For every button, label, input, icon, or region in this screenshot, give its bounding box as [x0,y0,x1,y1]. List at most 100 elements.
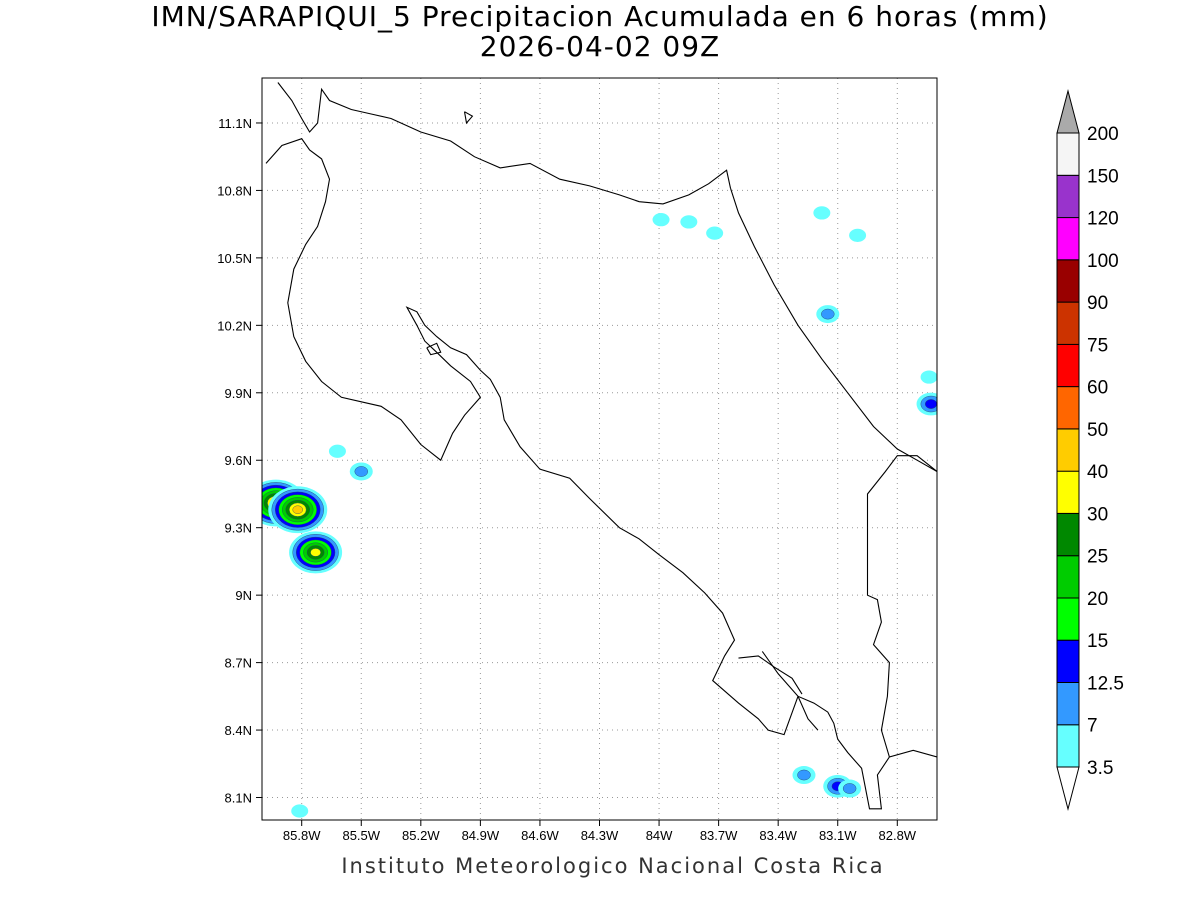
title-line-2: 2026-04-02 09Z [479,30,721,63]
colorbar-swatch [1056,132,1080,176]
precip-contour [354,466,368,477]
lat-tick-label: 8.7N [225,656,252,671]
precip-cell [349,462,373,481]
lat-tick-label: 10.2N [217,318,252,333]
footer-credit: Instituto Meteorologico Nacional Costa R… [341,854,885,878]
precip-cell [328,444,346,458]
lon-tick-label: 85.2W [402,828,440,843]
lon-tick-label: 83.7W [700,828,738,843]
coastline-coastline [277,82,732,205]
precip-contour [821,308,835,320]
precip-contour [706,226,724,240]
precip-cell [813,206,831,220]
colorbar-swatch [1056,386,1080,430]
precip-cell [291,804,309,818]
precip-cell [268,486,328,534]
precip-contour [310,548,321,557]
precip-cell [816,305,840,324]
colorbar-level-label: 40 [1087,462,1108,483]
coastline-border-panama [866,455,937,758]
precip-cell [916,392,937,416]
precip-contour [291,804,309,818]
colorbar-swatch [1056,470,1080,514]
lat-tick-label: 9.3N [225,521,252,536]
coastline-lake-nicaragua-island [463,111,474,125]
lat-tick-label: 10.8N [217,183,252,198]
colorbar-level-label: 60 [1087,378,1108,399]
colorbar-level-label: 75 [1087,335,1108,356]
lat-tick-label: 8.1N [225,791,252,806]
precip-contour [652,213,670,227]
lat-tick-label: 11.1N [218,116,252,131]
precip-contour [849,228,867,242]
lat-tick-label: 9.9N [225,386,252,401]
precip-contour [813,206,831,220]
longitude-ticks: 85.8W 85.5W 85.2W 84.9W 84.6W 84.3W 84W 83.7W 83… [283,820,917,843]
lon-tick-label: 84.6W [521,828,559,843]
colorbar-swatch [1056,259,1080,303]
precip-cell [289,531,343,574]
colorbar-swatch [1056,597,1080,641]
colorbar-over-arrow [1056,89,1080,134]
coastline-caribbean-coast [729,188,937,472]
precip-cell [792,766,816,785]
precip-cell [652,213,670,227]
colorbar-level-label: 12.5 [1087,673,1124,694]
colorbar: 3.5 7 12.5 15 20 25 30 40 50 60 75 90 100 120 150 200 [1056,89,1124,811]
coastlines [265,82,937,810]
latitude-ticks: 11.1N 10.8N 10.5N 10.2N 9.9N 9.6N 9.3N 9N 8.7N 8.… [217,116,262,806]
coastline-nicoya-gulf-coast [738,655,803,695]
lat-tick-label: 10.5N [217,251,252,266]
colorbar-swatch [1056,343,1080,388]
colorbar-swatch [1056,512,1080,557]
lon-tick-label: 85.8W [283,828,321,843]
coastline-golfo-dulce [761,651,819,731]
lon-tick-label: 84W [646,828,673,843]
chart-title: IMN/SARAPIQUI_5 Precipitacion Acumulada … [0,2,1200,62]
title-line-1: IMN/SARAPIQUI_5 Precipitacion Acumulada … [151,0,1049,33]
lon-tick-label: 82.8W [879,828,917,843]
colorbar-level-label: 50 [1087,420,1108,441]
precip-cell [849,228,867,242]
colorbar-level-label: 150 [1087,166,1119,187]
lat-tick-label: 9.6N [225,453,252,468]
colorbar-swatch [1056,724,1080,768]
colorbar-level-label: 20 [1087,589,1108,610]
lon-tick-label: 83.1W [819,828,857,843]
colorbar-swatch [1056,428,1080,472]
colorbar-level-label: 15 [1087,631,1108,652]
precip-layer [262,206,937,818]
colorbar-level-label: 25 [1087,547,1108,568]
precip-cell [920,370,937,384]
colorbar-level-label: 30 [1087,504,1108,525]
colorbar-swatch [1056,174,1080,219]
coastline-chira-island [426,342,442,356]
colorbar-swatch [1056,639,1080,684]
precip-contour [797,769,811,781]
precip-contour [328,444,346,458]
colorbar-swatch [1056,217,1080,261]
colorbar-level-label: 100 [1087,251,1119,272]
colorbar-under-arrow [1056,766,1080,811]
colorbar-swatch [1056,682,1080,726]
colorbar-swatch [1056,301,1080,345]
colorbar-swatch [1056,555,1080,599]
colorbar-level-label: 3.5 [1087,758,1113,779]
precip-cell [838,779,862,798]
colorbar-level-label: 90 [1087,293,1108,314]
lat-tick-label: 8.4N [225,723,252,738]
precip-contour [842,783,857,794]
colorbar-level-label: 200 [1087,124,1119,145]
precip-contour [920,370,937,384]
coastline-pacific-coast [265,138,937,810]
lon-tick-label: 85.5W [342,828,380,843]
lat-tick-label: 9N [235,588,252,603]
precip-cell [706,226,724,240]
precip-cell [680,215,698,229]
lon-tick-label: 84.3W [581,828,619,843]
precip-contour [680,215,698,229]
colorbar-level-label: 7 [1087,716,1098,737]
colorbar-level-label: 120 [1087,209,1119,230]
precip-contour [292,505,303,514]
